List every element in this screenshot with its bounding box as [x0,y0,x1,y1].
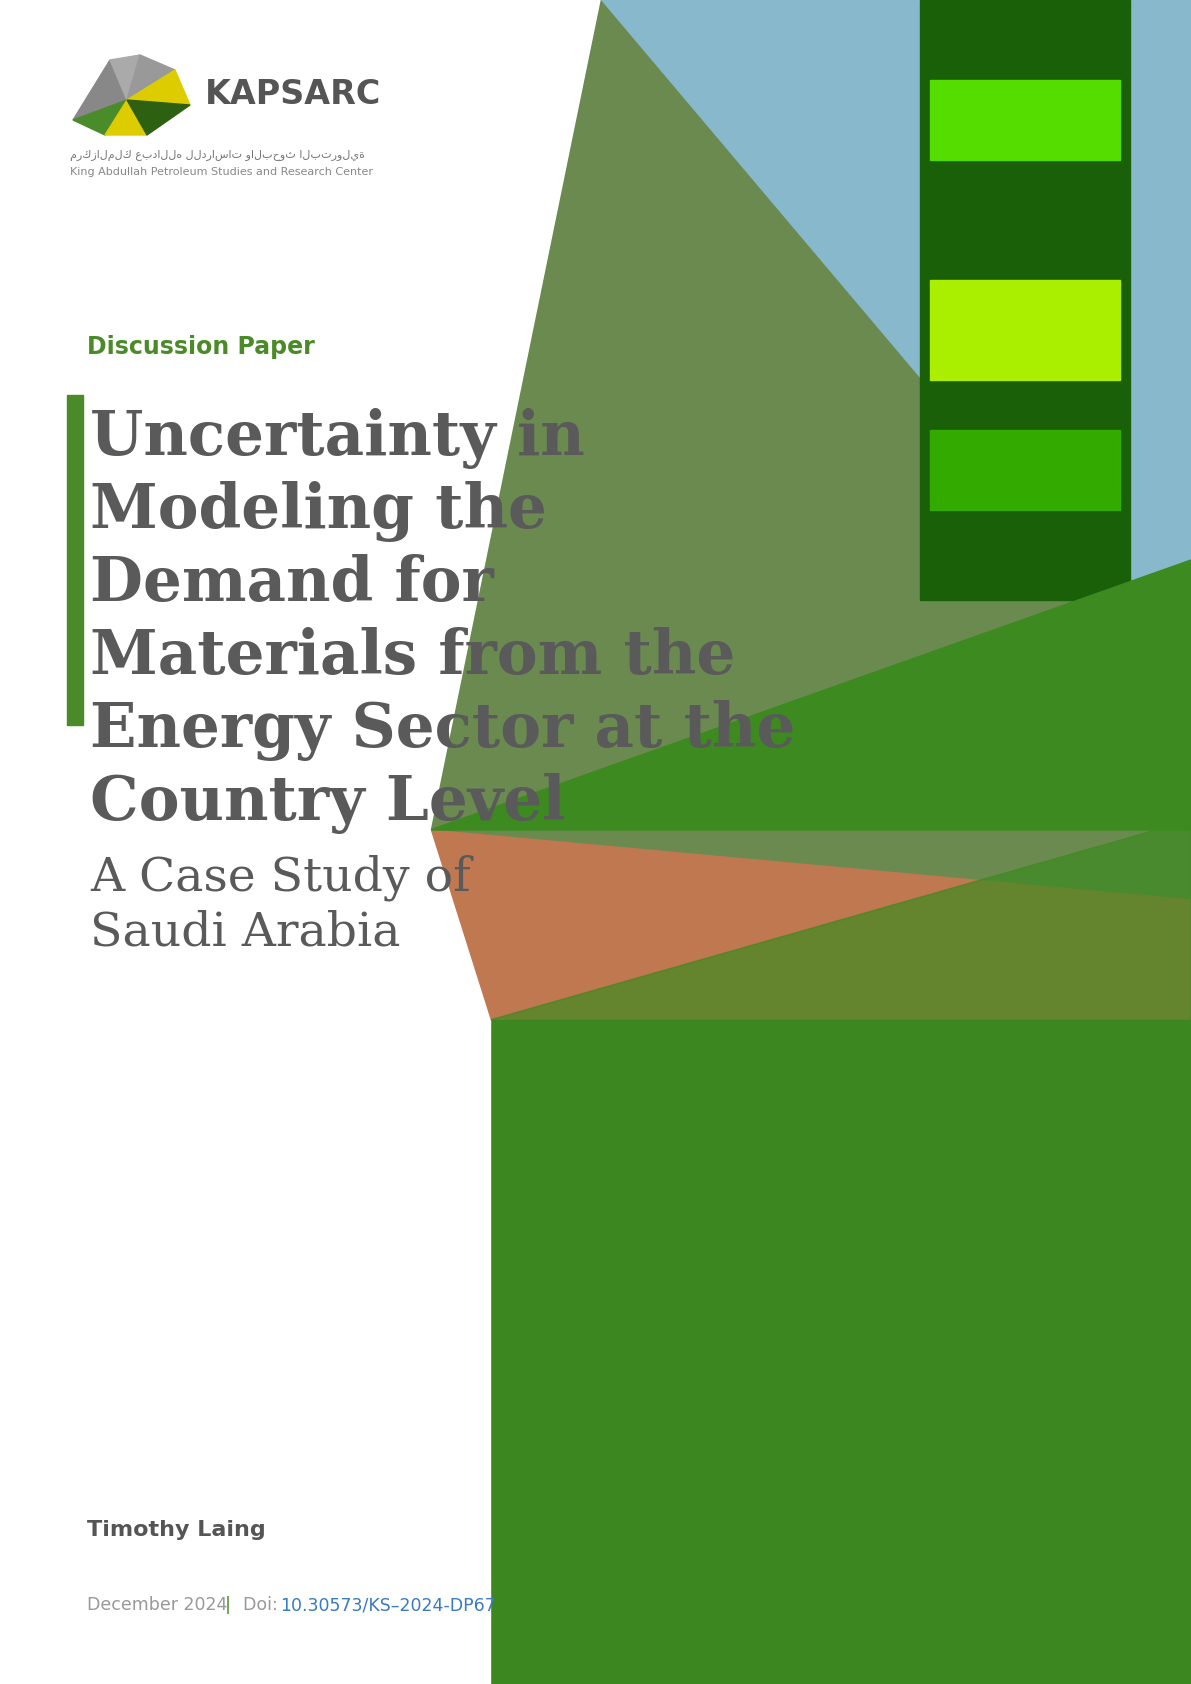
Polygon shape [127,71,191,104]
Polygon shape [73,61,127,120]
Text: 10.30573/KS–2024-DP67: 10.30573/KS–2024-DP67 [280,1596,495,1613]
Text: Modeling the: Modeling the [91,482,547,542]
Polygon shape [110,56,141,99]
Polygon shape [0,0,600,830]
Polygon shape [73,99,127,135]
Text: Timothy Laing: Timothy Laing [87,1521,266,1539]
Text: A Case Study of: A Case Study of [91,854,470,901]
Polygon shape [430,830,1191,1100]
Bar [430,0,1191,1684]
Polygon shape [490,1021,1191,1684]
Text: December 2024: December 2024 [87,1596,227,1613]
Polygon shape [600,0,1191,701]
Polygon shape [490,820,1191,1684]
Polygon shape [127,56,175,99]
Text: Uncertainty in: Uncertainty in [91,408,585,470]
Polygon shape [490,0,1191,1684]
Text: Materials from the: Materials from the [91,626,735,687]
Polygon shape [919,0,1130,600]
Text: مركزالملك عبدالله للدراسات والبحوث البترولية: مركزالملك عبدالله للدراسات والبحوث البتر… [70,150,364,162]
Text: |: | [225,1596,231,1613]
Polygon shape [127,99,191,135]
Bar [930,81,1120,160]
Polygon shape [430,0,1191,899]
Bar [0,1021,490,1684]
Bar [67,396,83,726]
Text: Demand for: Demand for [91,554,494,615]
Text: KAPSARC: KAPSARC [205,77,381,111]
Text: Energy Sector at the: Energy Sector at the [91,701,796,761]
Polygon shape [600,0,1191,650]
Polygon shape [105,99,146,135]
Polygon shape [430,561,1191,830]
Bar [930,429,1120,510]
Polygon shape [490,1021,1191,1684]
Text: Doi:: Doi: [243,1596,283,1613]
Text: Country Level: Country Level [91,773,566,834]
Text: Saudi Arabia: Saudi Arabia [91,909,400,955]
Text: King Abdullah Petroleum Studies and Research Center: King Abdullah Petroleum Studies and Rese… [70,167,373,177]
Polygon shape [0,830,490,1021]
Text: Discussion Paper: Discussion Paper [87,335,314,359]
Bar [930,280,1120,381]
